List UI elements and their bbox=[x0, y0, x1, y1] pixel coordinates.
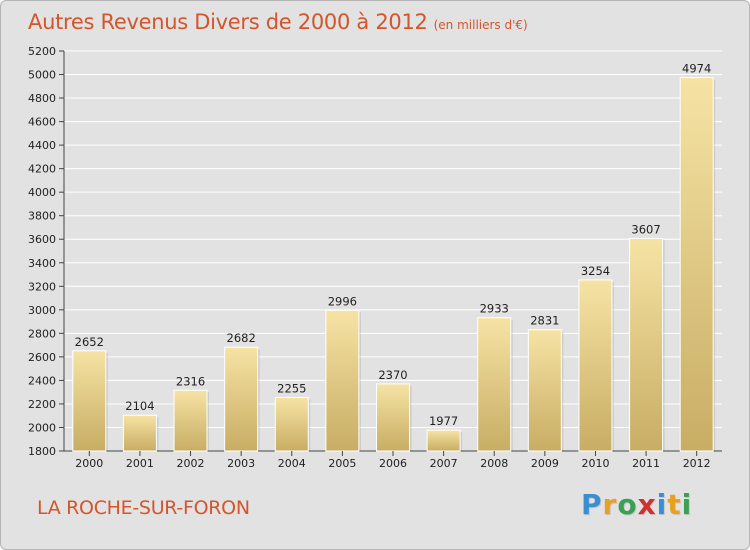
data-label: 3254 bbox=[581, 264, 610, 278]
logo-letter: i bbox=[681, 488, 693, 521]
x-tick-label: 2006 bbox=[379, 457, 407, 470]
data-label: 1977 bbox=[429, 414, 458, 428]
y-tick-label: 3600 bbox=[28, 233, 56, 246]
data-label: 2652 bbox=[75, 335, 104, 349]
logo-letter: P bbox=[581, 488, 603, 521]
bar bbox=[325, 309, 360, 452]
y-tick-label: 1800 bbox=[28, 445, 56, 458]
data-label: 2933 bbox=[480, 302, 509, 316]
chart-subtitle: (en milliers d'€) bbox=[433, 18, 528, 32]
y-tick-label: 4800 bbox=[28, 92, 56, 105]
y-tick-label: 2600 bbox=[28, 351, 56, 364]
bar bbox=[426, 429, 461, 452]
bar bbox=[679, 77, 714, 452]
data-label: 3607 bbox=[631, 222, 660, 236]
data-label: 2255 bbox=[277, 381, 306, 395]
data-label: 2104 bbox=[125, 399, 154, 413]
data-label: 2370 bbox=[378, 368, 407, 382]
data-label: 2831 bbox=[530, 314, 559, 328]
city-name: LA ROCHE-SUR-FORON bbox=[37, 497, 250, 519]
proxiti-logo: Proxiti bbox=[581, 488, 692, 521]
bar bbox=[122, 414, 157, 452]
y-tick-label: 4600 bbox=[28, 116, 56, 129]
logo-letter: x bbox=[637, 488, 657, 521]
bar bbox=[376, 383, 410, 452]
bar bbox=[72, 350, 107, 452]
bar bbox=[629, 237, 664, 452]
x-tick-label: 2012 bbox=[683, 457, 711, 470]
y-tick-label: 2400 bbox=[28, 374, 56, 387]
y-tick-label: 3400 bbox=[28, 257, 56, 270]
x-tick-label: 2009 bbox=[531, 457, 559, 470]
x-tick-label: 2001 bbox=[126, 457, 154, 470]
y-tick-label: 2800 bbox=[28, 327, 56, 340]
y-tick-label: 2200 bbox=[28, 398, 56, 411]
x-tick-label: 2005 bbox=[328, 457, 356, 470]
data-label: 4974 bbox=[682, 62, 711, 76]
x-tick-label: 2011 bbox=[632, 457, 660, 470]
bar bbox=[578, 279, 613, 452]
y-tick-label: 2000 bbox=[28, 421, 56, 434]
x-tick-label: 2004 bbox=[278, 457, 306, 470]
y-tick-label: 5200 bbox=[28, 45, 56, 58]
data-label: 2996 bbox=[328, 294, 357, 308]
data-label: 2682 bbox=[227, 331, 256, 345]
y-tick-label: 5000 bbox=[28, 69, 56, 82]
x-tick-label: 2000 bbox=[75, 457, 103, 470]
chart-title: Autres Revenus Divers de 2000 à 2012 (en … bbox=[28, 10, 528, 34]
bar bbox=[527, 329, 562, 452]
chart-title-text: Autres Revenus Divers de 2000 à 2012 bbox=[28, 10, 428, 34]
bar bbox=[274, 396, 309, 452]
logo-letter: r bbox=[602, 488, 618, 521]
x-tick-label: 2003 bbox=[227, 457, 255, 470]
y-tick-label: 4200 bbox=[28, 163, 56, 176]
y-tick-label: 3800 bbox=[28, 210, 56, 223]
bar bbox=[224, 346, 259, 452]
y-tick-label: 3000 bbox=[28, 304, 56, 317]
data-label: 2316 bbox=[176, 374, 205, 388]
x-tick-label: 2007 bbox=[430, 457, 458, 470]
logo-letter: i bbox=[656, 488, 668, 521]
y-tick-label: 4400 bbox=[28, 139, 56, 152]
logo-letter: o bbox=[617, 488, 638, 521]
y-tick-label: 3200 bbox=[28, 280, 56, 293]
y-tick-label: 4000 bbox=[28, 186, 56, 199]
bar bbox=[173, 389, 208, 452]
bar bbox=[477, 317, 512, 452]
logo-letter: t bbox=[667, 488, 682, 521]
x-tick-label: 2002 bbox=[177, 457, 205, 470]
x-tick-label: 2008 bbox=[480, 457, 508, 470]
x-tick-label: 2010 bbox=[581, 457, 609, 470]
